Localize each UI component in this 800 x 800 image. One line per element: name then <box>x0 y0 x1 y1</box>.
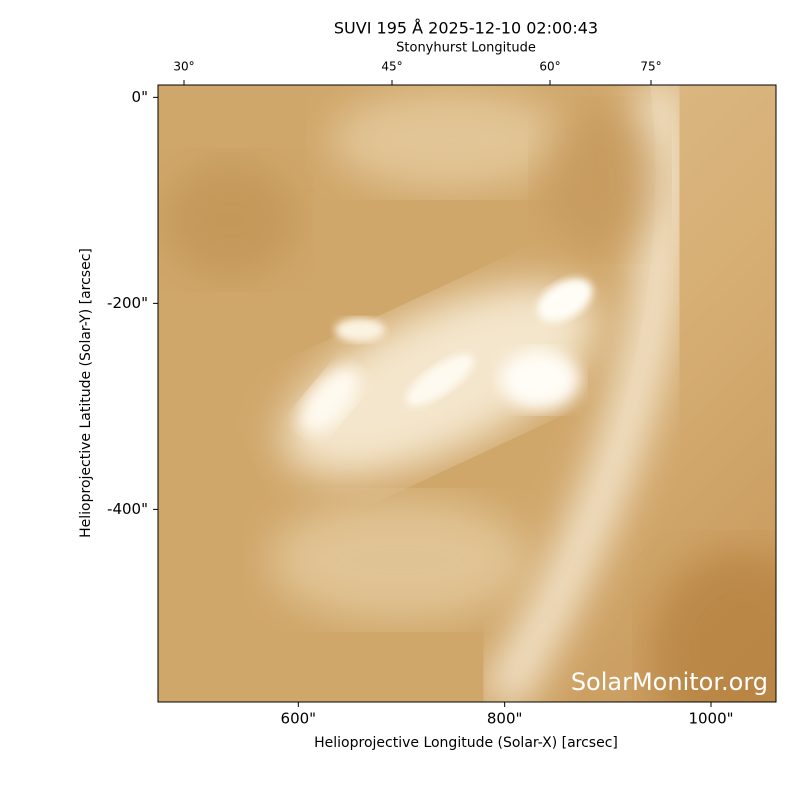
top-tick-label: 75° <box>640 60 661 74</box>
top-tick-label: 45° <box>381 60 402 74</box>
top-tick-label: 60° <box>539 60 560 74</box>
top-axis-label: Stonyhurst Longitude <box>396 41 536 56</box>
top-tick-label: 30° <box>173 60 194 74</box>
y-tick-label: -400" <box>107 500 148 518</box>
solar-image <box>158 85 776 702</box>
x-tick-label: 600" <box>281 710 317 728</box>
watermark: SolarMonitor.org <box>571 668 768 696</box>
x-tick-label: 1000" <box>688 710 733 728</box>
y-tick-label: 0" <box>132 88 148 106</box>
y-axis-label: Helioprojective Latitude (Solar-Y) [arcs… <box>78 248 94 538</box>
axes-frame <box>157 84 777 703</box>
y-tick-label: -200" <box>107 294 148 312</box>
x-axis-label: Helioprojective Longitude (Solar-X) [arc… <box>314 735 618 751</box>
x-tick-label: 800" <box>487 710 523 728</box>
chart-title: SUVI 195 Å 2025-12-10 02:00:43 <box>334 19 598 38</box>
